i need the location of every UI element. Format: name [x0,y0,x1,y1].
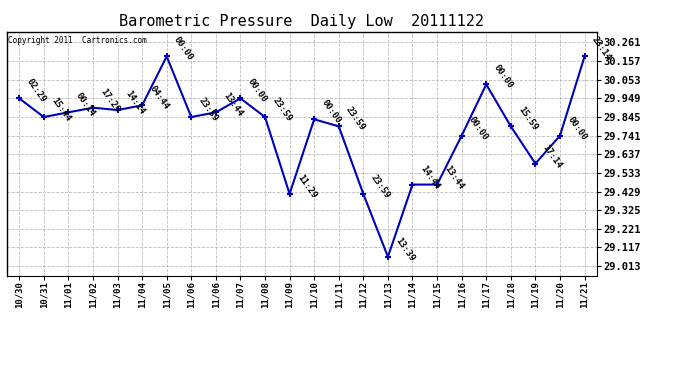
Text: 13:39: 13:39 [393,236,416,263]
Text: 02:29: 02:29 [25,77,48,105]
Text: 15:59: 15:59 [516,105,539,132]
Text: 23:59: 23:59 [197,96,219,123]
Text: 00:00: 00:00 [492,63,515,90]
Text: 23:59: 23:59 [369,173,392,200]
Text: 23:14: 23:14 [590,35,613,63]
Text: 14:44: 14:44 [418,164,441,191]
Text: 15:44: 15:44 [49,96,72,123]
Text: 04:44: 04:44 [148,84,170,111]
Text: 17:14: 17:14 [541,142,564,170]
Text: 13:44: 13:44 [221,92,244,118]
Text: 11:29: 11:29 [295,173,318,200]
Text: 23:59: 23:59 [344,105,367,132]
Text: 17:29: 17:29 [99,87,121,114]
Text: 00:00: 00:00 [172,35,195,63]
Text: 23:59: 23:59 [270,96,293,123]
Text: 14:14: 14:14 [123,89,146,116]
Text: 00:00: 00:00 [319,98,342,126]
Title: Barometric Pressure  Daily Low  20111122: Barometric Pressure Daily Low 20111122 [119,14,484,29]
Text: 00:14: 00:14 [74,92,97,118]
Text: Copyright 2011  Cartronics.com: Copyright 2011 Cartronics.com [8,36,147,45]
Text: 13:44: 13:44 [442,164,466,191]
Text: 00:00: 00:00 [467,115,490,142]
Text: 00:00: 00:00 [246,77,269,105]
Text: 00:00: 00:00 [566,115,589,142]
